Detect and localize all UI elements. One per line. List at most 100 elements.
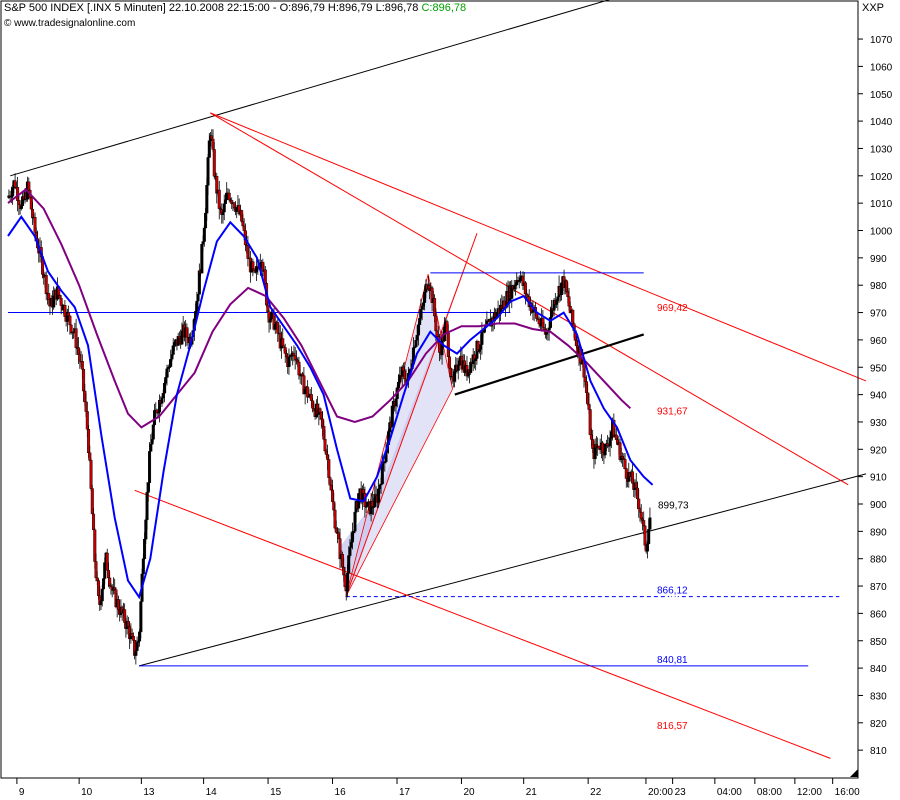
candle-body [141, 558, 145, 575]
symbol-label: XXP [862, 2, 885, 14]
ma-slow-line [7, 188, 632, 429]
candle-body [263, 269, 267, 284]
projection-up [657, 467, 694, 500]
candle-body [347, 555, 351, 574]
y-tick-label: 960 [870, 336, 887, 347]
close-value: C:896,78 [421, 2, 467, 14]
level-label: 816,57 [657, 721, 688, 732]
trendline [139, 473, 867, 667]
candle-body [571, 309, 575, 324]
y-tick-label: 900 [870, 500, 887, 511]
trendline [10, 0, 610, 177]
candle-body [456, 364, 460, 371]
candle-body [327, 459, 331, 478]
y-tick-label: 840 [870, 664, 887, 675]
candle-body [222, 203, 226, 213]
title-text: S&P 500 INDEX [.INX 5 Minuten] 22.10.200… [4, 2, 419, 14]
candle-body [196, 294, 200, 302]
y-tick-label: 940 [870, 391, 887, 402]
candle-body [68, 315, 72, 326]
y-tick-label: 830 [870, 691, 887, 702]
candle-body [92, 513, 96, 531]
candle-body [623, 459, 627, 469]
x-tick-label: 14 [206, 787, 218, 798]
resize-handle-icon[interactable] [850, 769, 858, 777]
x-tick-label: 04:00 [717, 787, 742, 798]
candle-body [69, 324, 73, 333]
y-tick-label: 890 [870, 527, 887, 538]
candle-body [217, 189, 221, 209]
trendline [454, 333, 645, 396]
y-tick-label: 1020 [870, 172, 893, 183]
candle-body [151, 424, 155, 440]
plot-frame [0, 0, 859, 779]
y-tick-label: 930 [870, 418, 887, 429]
x-tick-label: 17 [399, 787, 411, 798]
candle-body [281, 338, 285, 346]
candle-body [206, 157, 210, 186]
site-credit: © www.tradesignalonline.com [4, 18, 136, 29]
x-tick-label: 9 [19, 787, 25, 798]
ma-fast-line [7, 215, 654, 600]
candle-body [134, 650, 138, 656]
y-tick-label: 1030 [870, 144, 893, 155]
y-tick-label: 920 [870, 445, 887, 456]
y-tick-label: 1010 [870, 199, 893, 210]
y-tick-label: 860 [870, 609, 887, 620]
y-tick-label: 1060 [870, 62, 893, 73]
candle-body [212, 149, 216, 177]
trendline [134, 489, 831, 759]
y-tick-label: 1000 [870, 227, 893, 238]
y-tick-label: 850 [870, 637, 887, 648]
y-tick-label: 990 [870, 254, 887, 265]
candle-body [100, 588, 104, 602]
level-label: 931,67 [657, 406, 688, 417]
y-tick-label: 1070 [870, 35, 893, 46]
trendline [210, 112, 867, 382]
candle-body [89, 460, 93, 489]
candle-body [202, 227, 206, 242]
y-tick-label: 870 [870, 582, 887, 593]
y-tick-label: 1050 [870, 90, 893, 101]
candle-body [348, 547, 352, 556]
projection-down [656, 550, 714, 650]
x-tick-label: 21 [526, 787, 538, 798]
candle-body [139, 601, 143, 633]
candle-body [80, 361, 84, 370]
y-tick-label: 810 [870, 746, 887, 757]
chart-title: S&P 500 INDEX [.INX 5 Minuten] 22.10.200… [4, 2, 466, 14]
candle-body [647, 529, 651, 544]
candle-body [52, 295, 56, 308]
y-tick-label: 910 [870, 473, 887, 484]
x-tick-label: 20:00 [648, 787, 673, 798]
candle-body [448, 356, 452, 369]
x-tick-label: 23 [675, 787, 687, 798]
x-tick-label: 16:00 [835, 787, 860, 798]
x-tick-label: 16 [335, 787, 347, 798]
candle-body [131, 636, 135, 641]
candle-body [648, 517, 652, 530]
x-tick-label: 22 [590, 787, 602, 798]
candle-body [44, 275, 48, 295]
candle-body [434, 315, 438, 332]
y-tick-label: 880 [870, 555, 887, 566]
x-tick-label: 20 [463, 787, 475, 798]
candle-body [637, 498, 641, 509]
candle-body [149, 444, 153, 452]
y-tick-label: 1040 [870, 117, 893, 128]
y-tick-label: 820 [870, 719, 887, 730]
level-label: 840,81 [657, 655, 688, 666]
candle-body [148, 451, 152, 484]
y-tick-label: 980 [870, 281, 887, 292]
x-tick-label: 08:00 [757, 787, 782, 798]
trendline [345, 233, 478, 597]
y-tick-label: 970 [870, 309, 887, 320]
x-tick-label: 13 [143, 787, 155, 798]
x-tick-label: 10 [81, 787, 93, 798]
y-tick-label: 950 [870, 363, 887, 374]
level-label: 866,12 [657, 586, 688, 597]
x-tick-label: 12:00 [797, 787, 822, 798]
candle-body [251, 261, 255, 270]
level-label: 899,73 [658, 501, 689, 512]
